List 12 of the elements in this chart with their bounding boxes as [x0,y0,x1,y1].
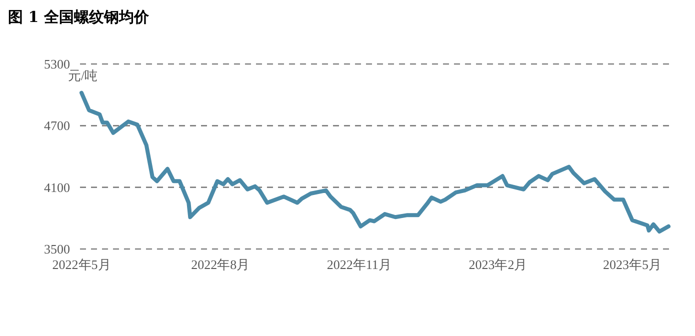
y-tick-label: 4700 [44,118,70,134]
x-tick-label: 2023年2月 [468,257,528,272]
y-tick-label: 4100 [44,180,70,195]
y-tick-label: 3500 [44,242,70,257]
x-tick-label: 2022年5月 [52,257,111,272]
line-series [80,90,670,234]
x-tick-label: 2023年5月 [603,257,662,272]
y-tick-label: 5300 [44,56,70,72]
chart-title: 图 1 全国螺纹钢均价 [8,8,150,26]
x-tick-label: 2022年8月 [191,257,250,272]
y-axis-title: 元/吨 [68,68,98,83]
x-tick-label: 2022年11月 [326,257,392,272]
